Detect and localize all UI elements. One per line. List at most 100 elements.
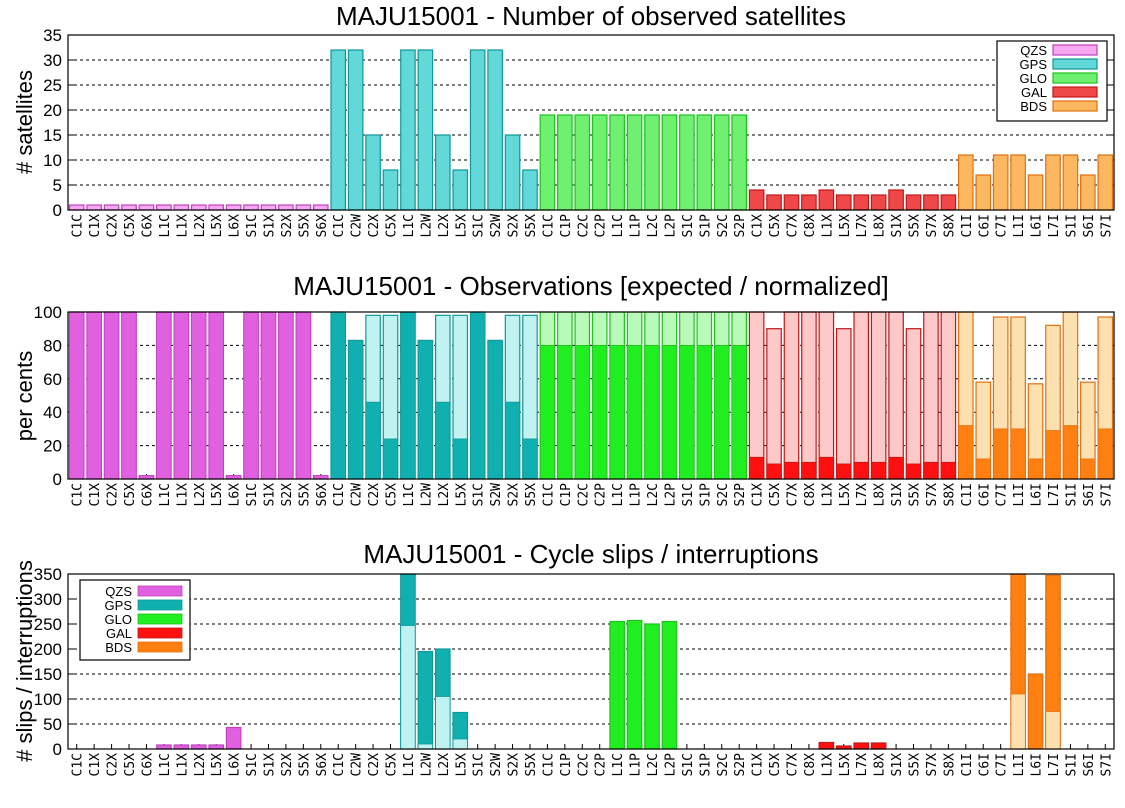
bar-expected (748, 311, 765, 480)
x-tick-label: C2C (576, 214, 591, 237)
bar (731, 114, 748, 211)
x-tick-label: L5X (454, 753, 469, 777)
x-tick-label: C2P (594, 483, 609, 507)
legend-label: GLO (105, 612, 132, 627)
x-tick-label: C5X (768, 483, 783, 507)
x-tick-label: C7I (995, 214, 1010, 237)
x-tick-label: S1X (262, 753, 277, 777)
x-tick-label: L1X (175, 483, 190, 507)
bar (923, 194, 939, 211)
legend-swatch (1052, 72, 1098, 84)
x-tick-label: S7I (1099, 483, 1114, 506)
x-tick-label: L2X (193, 214, 208, 238)
x-tick-label: C2P (594, 214, 609, 238)
x-tick-label: C1C (71, 214, 86, 237)
x-tick-label: S5X (524, 753, 539, 777)
bar (435, 134, 451, 211)
x-tick-label: C1C (332, 483, 347, 506)
y-tick-label: 300 (34, 590, 62, 609)
bar (557, 114, 573, 211)
x-tick-label: S1X (890, 214, 905, 238)
y-tick-label: 10 (43, 151, 62, 170)
bar (504, 134, 521, 211)
x-tick-label: S1P (698, 214, 713, 238)
x-tick-label: C6X (140, 753, 155, 777)
x-tick-label: C2C (576, 483, 591, 506)
bar-interruptions (225, 726, 242, 750)
bar-normalized (1097, 428, 1113, 480)
x-tick-label: S2X (507, 483, 522, 507)
x-tick-label: L6I (1030, 753, 1045, 776)
bar-interruptions (853, 742, 870, 750)
x-tick-label: L2C (646, 483, 661, 506)
x-tick-label: L7I (1047, 214, 1062, 237)
bar-normalized (435, 401, 451, 480)
x-tick-label: L1X (820, 483, 835, 507)
bar-interruptions (1027, 673, 1044, 750)
bar-expected (783, 311, 800, 480)
bar-expected (923, 311, 939, 480)
bar-normalized (958, 425, 974, 480)
x-tick-label: C8X (803, 483, 818, 507)
bar-normalized (452, 438, 468, 480)
y-tick-label: 20 (43, 437, 62, 456)
x-tick-label: C1X (88, 753, 103, 777)
bar-normalized (871, 461, 887, 480)
x-tick-label: L2W (419, 214, 434, 238)
legend-swatch (137, 599, 183, 611)
x-tick-label: S1X (262, 214, 277, 238)
bar (522, 169, 538, 211)
x-tick-label: L6X (228, 753, 243, 777)
bar (661, 114, 678, 211)
bar-normalized (504, 401, 521, 480)
bar (818, 189, 835, 211)
x-tick-label: S1P (698, 483, 713, 507)
x-tick-label: C1C (541, 483, 556, 506)
x-tick-label: C1P (559, 214, 574, 238)
bar (86, 204, 102, 211)
bar (400, 49, 416, 211)
x-tick-label: L2C (646, 753, 661, 776)
bar (225, 204, 242, 211)
bar-normalized (69, 311, 85, 480)
bar (1010, 154, 1026, 211)
x-tick-label: C1P (559, 753, 574, 777)
x-tick-label: S6X (315, 214, 330, 238)
x-tick-label: C2X (106, 483, 121, 507)
plot-frame (67, 34, 1115, 211)
legend-swatch (137, 641, 183, 653)
x-tick-label: L8X (873, 483, 888, 507)
x-tick-label: L1P (629, 753, 644, 777)
bar-normalized (923, 461, 939, 480)
x-tick-label: S2X (507, 753, 522, 777)
x-tick-label: S2C (716, 483, 731, 506)
panel-2: MAJU15001 - Observations [expected / nor… (12, 271, 1115, 507)
x-tick-label: L1X (820, 753, 835, 777)
y-tick-label: 150 (34, 665, 62, 684)
bar (539, 114, 556, 211)
bar-interruptions (661, 620, 678, 750)
x-tick-label: C2W (350, 214, 365, 238)
x-tick-label: S2X (280, 753, 295, 777)
x-tick-label: S1C (245, 214, 260, 237)
bar-normalized (330, 311, 346, 480)
bar (888, 189, 904, 211)
bar-interruptions (644, 623, 660, 750)
x-tick-label: S2C (716, 214, 731, 237)
bar-normalized (295, 311, 311, 480)
x-tick-label: S2C (716, 753, 731, 776)
bar-normalized (86, 311, 102, 480)
chart-title: MAJU15001 - Cycle slips / interruptions (363, 539, 818, 569)
legend-swatch (1052, 100, 1098, 112)
bar (1062, 154, 1079, 211)
x-tick-label: S1C (472, 214, 487, 237)
bar (121, 204, 137, 211)
x-tick-label: S5X (524, 214, 539, 238)
x-tick-label: S7I (1099, 214, 1114, 237)
x-tick-label: S7X (925, 483, 940, 507)
x-tick-label: C6X (140, 483, 155, 507)
x-tick-label: C5X (123, 214, 138, 238)
x-tick-label: C7I (995, 753, 1010, 776)
bar-normalized (557, 344, 573, 480)
x-tick-label: S1I (1064, 483, 1079, 506)
